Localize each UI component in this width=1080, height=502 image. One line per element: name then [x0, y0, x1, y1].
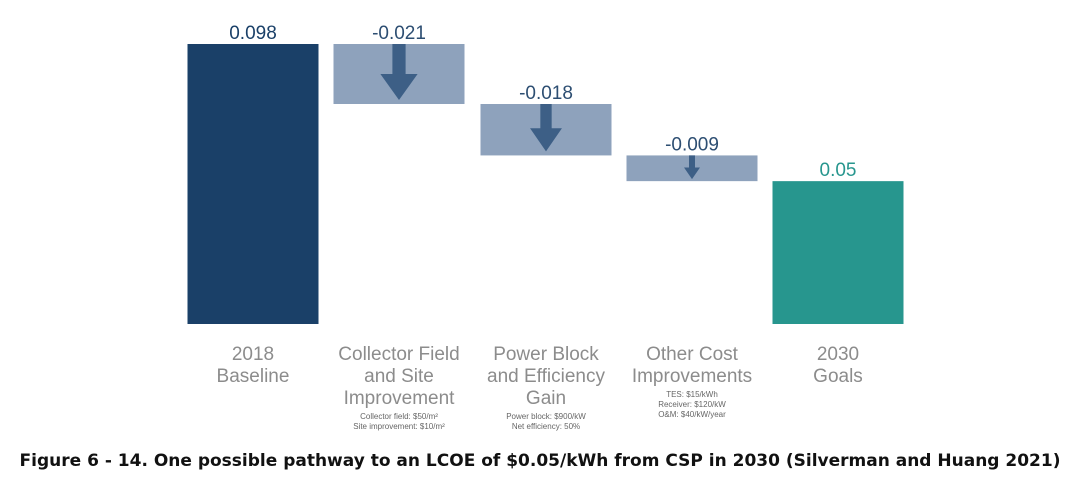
category-note: TES: $15/kWh — [666, 390, 718, 399]
category-label: and Site — [364, 366, 434, 387]
category-note: Site improvement: $10/m² — [353, 422, 445, 431]
bar-2030-goals — [772, 181, 904, 324]
category-note: Collector field: $50/m² — [360, 412, 438, 421]
category-note: Power block: $900/kW — [506, 412, 586, 421]
category-label: 2018 — [232, 344, 274, 365]
category-label: Collector Field — [338, 344, 459, 365]
category-label: and Efficiency — [487, 366, 605, 387]
down-arrow-icon — [380, 44, 418, 100]
category-label: Other Cost — [646, 344, 739, 365]
value-label: -0.021 — [372, 23, 426, 44]
category-label: Improvement — [344, 388, 456, 409]
figure-caption: Figure 6 - 14. One possible pathway to a… — [19, 451, 1061, 471]
down-arrow-icon — [530, 104, 562, 152]
category-label: 2030 — [817, 344, 859, 365]
value-label: -0.009 — [665, 134, 719, 155]
category-label: Goals — [813, 366, 863, 387]
category-label: Power Block — [493, 344, 599, 365]
category-label: Improvements — [632, 366, 752, 387]
value-label: -0.018 — [519, 83, 573, 104]
down-arrow-icon — [684, 155, 700, 180]
category-label: Baseline — [217, 366, 290, 387]
category-note: O&M: $40/kW/year — [658, 410, 726, 419]
category-label: Gain — [526, 388, 566, 409]
category-note: Receiver: $120/kW — [658, 400, 726, 409]
value-label: 0.05 — [820, 160, 857, 181]
value-label: 0.098 — [229, 23, 277, 44]
bar-2018-baseline — [187, 44, 319, 324]
category-note: Net efficiency: 50% — [512, 422, 580, 431]
